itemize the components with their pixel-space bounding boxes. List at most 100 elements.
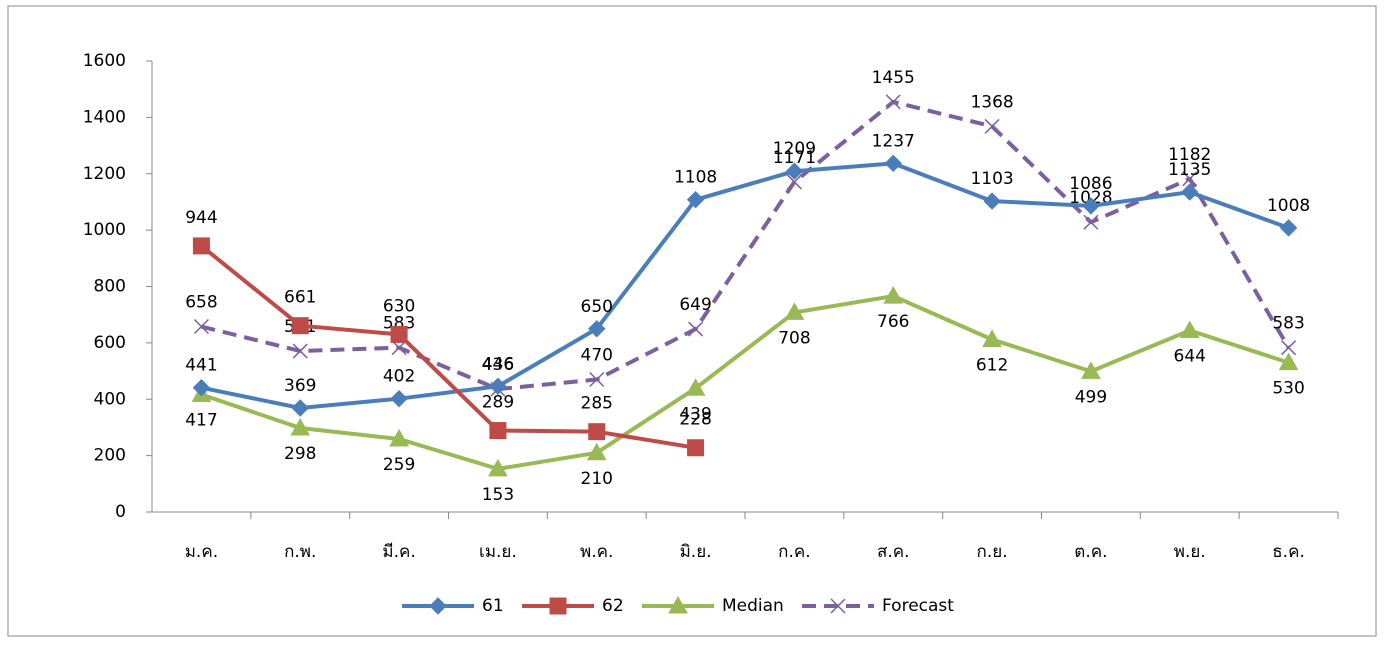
marker	[983, 192, 1001, 210]
legend-label: Forecast	[882, 596, 954, 616]
series-line	[200, 99, 1291, 392]
marker	[291, 317, 309, 335]
data-label: 402	[383, 367, 415, 387]
marker	[489, 377, 507, 395]
data-label: 289	[482, 393, 514, 413]
data-label: 630	[383, 296, 415, 316]
data-label: 1237	[872, 131, 915, 151]
data-label: 369	[284, 376, 316, 396]
data-label: 658	[185, 293, 217, 313]
marker	[290, 417, 311, 436]
marker	[1182, 171, 1198, 187]
y-tick-label: 1600	[83, 51, 126, 71]
x-tick-label: ธ.ค.	[1272, 542, 1305, 562]
legend-label: 61	[482, 596, 504, 616]
legend-label: Median	[722, 596, 784, 616]
marker	[685, 378, 706, 396]
data-label: 259	[383, 455, 415, 475]
y-tick-label: 400	[94, 389, 126, 409]
series-line	[201, 161, 1290, 410]
data-label: 228	[679, 410, 711, 430]
series-line	[200, 294, 1290, 471]
data-label: 470	[581, 346, 613, 366]
y-tick-label: 1400	[83, 107, 126, 127]
chart-border	[7, 5, 1377, 637]
data-label: 1108	[674, 168, 717, 188]
marker	[429, 597, 447, 615]
marker	[291, 399, 309, 417]
data-label: 210	[581, 469, 613, 489]
marker	[391, 340, 407, 356]
data-label: 436	[482, 355, 514, 375]
data-label: 298	[284, 444, 316, 464]
data-label: 499	[1075, 387, 1107, 407]
marker	[883, 286, 904, 304]
marker	[193, 318, 209, 335]
x-tick-label: ม.ค.	[185, 542, 218, 562]
x-tick-label: ก.ค.	[778, 542, 810, 562]
data-label: 1209	[773, 139, 816, 159]
marker	[1082, 197, 1100, 215]
data-label: 944	[185, 208, 217, 228]
marker	[192, 237, 210, 255]
marker	[784, 302, 805, 320]
data-label: 1086	[1069, 174, 1112, 194]
y-tick-label: 200	[94, 446, 126, 466]
data-label: 766	[877, 312, 909, 332]
data-label: 661	[284, 288, 316, 308]
x-tick-label: มิ.ย.	[680, 542, 712, 562]
marker	[1281, 340, 1297, 356]
data-label: 446	[482, 354, 514, 374]
marker	[686, 190, 705, 209]
data-label: 708	[778, 328, 810, 348]
data-label: 441	[185, 356, 217, 376]
data-label: 612	[976, 355, 1008, 375]
marker	[1181, 183, 1199, 201]
data-label: 1008	[1267, 196, 1310, 216]
x-tick-label: พ.ค.	[580, 542, 613, 562]
x-tick-label: ส.ค.	[877, 542, 910, 562]
x-tick-label: พ.ย.	[1174, 542, 1206, 562]
marker	[589, 371, 605, 388]
marker	[549, 597, 567, 615]
x-tick-label: ก.ย.	[977, 542, 1008, 562]
marker	[1081, 361, 1101, 379]
data-label: 649	[679, 295, 711, 315]
data-label: 650	[581, 297, 613, 317]
marker	[785, 162, 804, 180]
y-tick-label: 800	[94, 277, 126, 297]
marker	[830, 598, 846, 614]
series-line	[200, 244, 696, 450]
marker	[588, 423, 606, 441]
legend-label: 62	[602, 596, 624, 616]
x-tick-label: ก.พ.	[284, 542, 316, 562]
legend: 61 62 Median Forecast	[402, 595, 954, 616]
marker	[1179, 320, 1200, 338]
marker	[488, 458, 508, 477]
marker	[588, 320, 606, 338]
data-label: 583	[1272, 314, 1304, 334]
marker	[884, 154, 902, 173]
marker	[885, 94, 901, 110]
y-tick-label: 1000	[83, 220, 126, 240]
data-label: 285	[581, 394, 613, 414]
data-label: 1103	[970, 169, 1013, 189]
marker	[1083, 214, 1099, 230]
data-label: 1455	[872, 68, 915, 88]
data-label: 1171	[773, 148, 816, 168]
data-label: 644	[1174, 346, 1206, 366]
marker	[389, 428, 409, 447]
marker	[687, 439, 705, 457]
marker	[668, 595, 688, 614]
x-tick-label: มี.ค.	[382, 542, 415, 562]
data-label: 530	[1272, 379, 1304, 399]
marker	[192, 378, 211, 397]
data-label: 1182	[1168, 145, 1211, 165]
marker	[982, 329, 1002, 347]
marker	[786, 174, 802, 190]
data-label: 439	[679, 404, 711, 424]
y-tick-label: 1200	[83, 164, 126, 184]
data-label: 417	[185, 410, 217, 430]
data-label: 1368	[970, 92, 1013, 112]
